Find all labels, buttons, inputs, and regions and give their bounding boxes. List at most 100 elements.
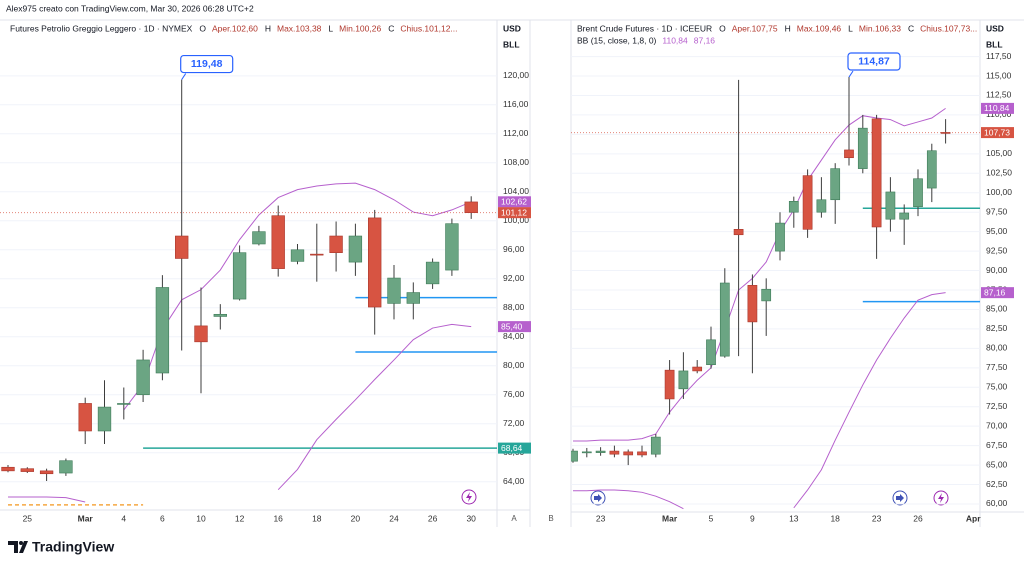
y-tick-label: 62,50 — [986, 479, 1008, 489]
y-tick-label: 92,50 — [986, 245, 1008, 255]
candle-body — [913, 178, 923, 208]
price-label: 85,40 — [501, 321, 523, 331]
x-tick-label: 23 — [596, 513, 606, 523]
unit: BLL — [986, 39, 1003, 49]
y-tick-label: 108,00 — [503, 157, 529, 167]
legend-key: L — [848, 23, 853, 33]
x-tick-label: 26 — [428, 513, 438, 523]
y-tick-label: 120,00 — [503, 70, 529, 80]
event-icon[interactable] — [892, 490, 908, 506]
candle-body — [571, 450, 578, 462]
candle-body — [39, 470, 54, 475]
y-tick-label: 110,00 — [986, 109, 1012, 119]
callout-pointer — [848, 70, 854, 78]
x-tick-label: 24 — [389, 513, 399, 523]
x-tick-label: 25 — [23, 513, 33, 523]
indicator-name: BB (15, close, 1,8, 0) — [577, 35, 657, 45]
replay-icon[interactable] — [933, 490, 949, 506]
y-tick-label: 105,00 — [986, 148, 1012, 158]
y-tick-label: 112,00 — [503, 128, 529, 138]
y-tick-label: 104,00 — [503, 186, 529, 196]
y-tick-label: 92,00 — [503, 273, 525, 283]
x-tick-label: Mar — [662, 513, 678, 523]
candle-body — [816, 199, 827, 213]
x-tick-label: 12 — [235, 513, 245, 523]
legend-key: H — [265, 23, 271, 33]
x-tick-label: 30 — [466, 513, 476, 523]
y-tick-label: 97,50 — [986, 206, 1008, 216]
candle-body — [425, 261, 440, 285]
credit: Alex975 creato con TradingView.com, Mar … — [6, 3, 254, 13]
candle-body — [678, 370, 689, 390]
candle-body — [78, 403, 92, 432]
y-tick-label: 80,00 — [503, 360, 525, 370]
candle-body — [1, 466, 15, 472]
logo-dot — [19, 541, 23, 545]
candle-body — [175, 235, 189, 259]
x-tick-label: 23 — [872, 513, 882, 523]
y-tick-label: 72,00 — [503, 418, 525, 428]
price-label: 101,12 — [501, 207, 527, 217]
legend-key: O — [719, 23, 726, 33]
chart-title: Brent Crude Futures · 1D · ICEEUR — [577, 23, 712, 33]
axis-button[interactable]: B — [548, 514, 553, 523]
legend-key: C — [908, 23, 914, 33]
legend-value: Max.109,46 — [797, 23, 842, 33]
candle-body — [899, 212, 910, 220]
y-tick-label: 82,50 — [986, 323, 1008, 333]
replay-icon[interactable] — [461, 489, 477, 505]
logo-text: TradingView — [32, 539, 114, 555]
candle-body — [719, 282, 730, 357]
x-tick-label: 16 — [273, 513, 283, 523]
candle-body — [926, 150, 937, 189]
y-tick-label: 116,00 — [503, 99, 529, 109]
callout-pointer — [181, 73, 187, 80]
candle-body — [155, 287, 170, 374]
candle-body — [595, 450, 606, 453]
y-tick-label: 96,00 — [503, 244, 525, 254]
x-tick-label: 26 — [913, 513, 923, 523]
legend-key: H — [785, 23, 791, 33]
candle-body — [213, 313, 227, 317]
candle-body — [664, 369, 675, 400]
plot-area — [571, 56, 980, 510]
bollinger-band — [573, 292, 946, 510]
x-tick-label: 5 — [709, 513, 714, 523]
legend-key: O — [199, 23, 206, 33]
y-tick-label: 72,50 — [986, 401, 1008, 411]
price-label: 102,62 — [501, 197, 527, 207]
y-tick-label: 102,50 — [986, 168, 1012, 178]
axis-button[interactable]: A — [511, 514, 517, 523]
candle-body — [310, 253, 324, 256]
x-tick-label: 6 — [160, 513, 165, 523]
y-tick-label: 117,50 — [986, 51, 1012, 61]
candle-body — [692, 366, 703, 372]
currency: USD — [986, 23, 1004, 33]
price-label-box — [981, 287, 1014, 299]
candle-body — [20, 468, 34, 472]
y-tick-label: 85,00 — [986, 304, 1008, 314]
y-tick-label: 76,00 — [503, 389, 525, 399]
y-tick-label: 100,00 — [986, 187, 1012, 197]
candle-body — [650, 436, 661, 455]
candle-body — [290, 249, 305, 262]
candle-body — [844, 149, 854, 159]
y-tick-label: 64,00 — [503, 476, 525, 486]
x-tick-label: Mar — [78, 513, 94, 523]
event-icon[interactable] — [590, 490, 606, 506]
candle-body — [788, 201, 799, 213]
candle-body — [387, 277, 401, 304]
indicator-value: 87,16 — [694, 35, 716, 45]
indicator-value: 110,84 — [662, 35, 688, 45]
price-label: 68,64 — [501, 443, 523, 453]
candle-body — [232, 252, 247, 300]
candle-body — [464, 201, 478, 213]
chart-title: Futures Petrolio Greggio Leggero · 1D · … — [10, 23, 193, 33]
unit: BLL — [503, 39, 520, 49]
candle-body — [733, 229, 744, 236]
candle-body — [706, 339, 716, 366]
candle-body — [581, 451, 592, 454]
